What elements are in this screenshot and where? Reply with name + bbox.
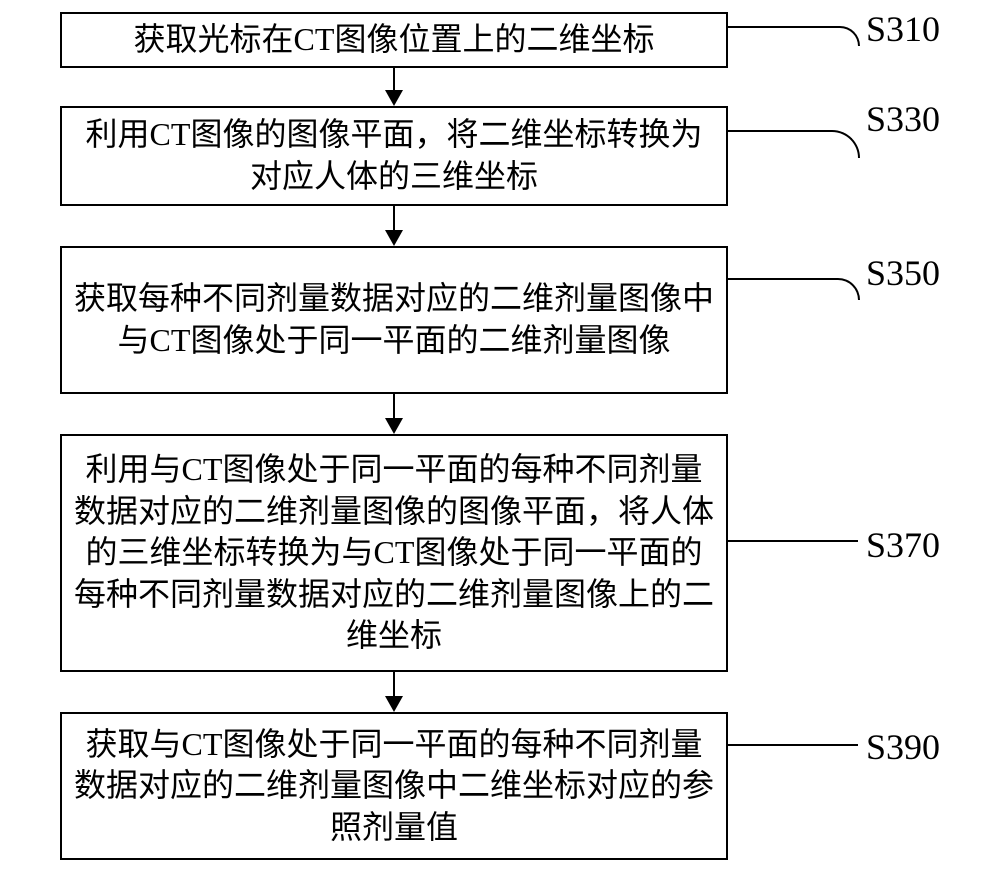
leader-line <box>728 540 858 542</box>
step-text: 利用与CT图像处于同一平面的每种不同剂量数据对应的二维剂量图像的图像平面，将人体… <box>70 449 718 657</box>
step-label-s350: S350 <box>866 252 940 294</box>
step-text: 利用CT图像的图像平面，将二维坐标转换为对应人体的三维坐标 <box>70 114 718 197</box>
step-box-s370: 利用与CT图像处于同一平面的每种不同剂量数据对应的二维剂量图像的图像平面，将人体… <box>60 434 728 672</box>
step-text: 获取每种不同剂量数据对应的二维剂量图像中与CT图像处于同一平面的二维剂量图像 <box>70 278 718 361</box>
step-text: 获取光标在CT图像位置上的二维坐标 <box>134 19 655 61</box>
step-box-s310: 获取光标在CT图像位置上的二维坐标 <box>60 12 728 68</box>
step-label-s310: S310 <box>866 8 940 50</box>
step-text: 获取与CT图像处于同一平面的每种不同剂量数据对应的二维剂量图像中二维坐标对应的参… <box>70 724 718 849</box>
step-box-s350: 获取每种不同剂量数据对应的二维剂量图像中与CT图像处于同一平面的二维剂量图像 <box>60 246 728 394</box>
step-label-s390: S390 <box>866 726 940 768</box>
step-label-s370: S370 <box>866 524 940 566</box>
leader-line <box>728 278 860 300</box>
step-label-s330: S330 <box>866 98 940 140</box>
flowchart-canvas: 获取光标在CT图像位置上的二维坐标 利用CT图像的图像平面，将二维坐标转换为对应… <box>0 0 1000 882</box>
step-box-s330: 利用CT图像的图像平面，将二维坐标转换为对应人体的三维坐标 <box>60 106 728 206</box>
leader-line <box>728 26 860 46</box>
leader-line <box>728 744 858 746</box>
step-box-s390: 获取与CT图像处于同一平面的每种不同剂量数据对应的二维剂量图像中二维坐标对应的参… <box>60 712 728 860</box>
leader-line <box>728 130 860 158</box>
